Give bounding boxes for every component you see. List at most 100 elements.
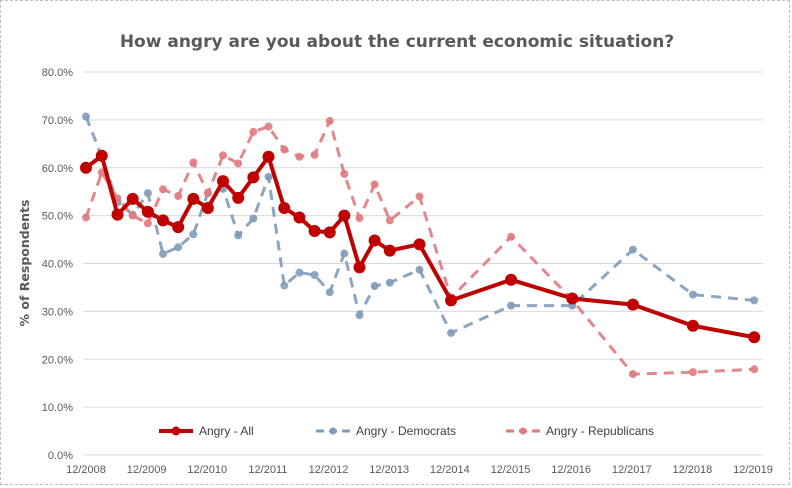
data-point <box>249 127 258 136</box>
data-point <box>278 201 291 214</box>
data-point <box>189 230 198 239</box>
data-point <box>128 211 137 220</box>
data-point <box>217 175 230 188</box>
data-point <box>368 234 381 247</box>
data-point <box>415 192 424 201</box>
data-point <box>219 151 228 160</box>
data-point <box>264 172 273 181</box>
data-point <box>82 112 90 121</box>
series-line <box>84 119 755 376</box>
data-point <box>295 268 304 277</box>
data-point <box>325 116 334 125</box>
y-tick-label: 60.0% <box>42 163 73 175</box>
data-point <box>280 281 289 290</box>
data-point <box>232 191 245 204</box>
data-point <box>82 213 90 222</box>
data-point <box>325 288 334 297</box>
series-angry-all <box>80 149 761 344</box>
data-point <box>385 278 394 287</box>
data-point <box>143 219 152 228</box>
x-tick-label: 12/2014 <box>430 464 470 476</box>
y-tick-label: 70.0% <box>42 115 73 127</box>
data-point <box>201 201 214 214</box>
data-point <box>415 265 424 274</box>
x-tick-label: 12/2008 <box>66 464 106 476</box>
data-point <box>95 149 108 162</box>
x-tick-label: 12/2016 <box>551 464 591 476</box>
data-point <box>157 214 170 227</box>
data-point <box>234 159 243 168</box>
data-point <box>293 211 306 224</box>
data-point <box>323 226 336 239</box>
x-tick-label: 12/2015 <box>491 464 531 476</box>
data-point <box>80 161 92 174</box>
data-point <box>234 231 243 240</box>
x-tick-label: 12/2011 <box>248 464 287 476</box>
y-axis-label: % of Respondents <box>17 200 32 327</box>
data-point <box>203 189 212 198</box>
legend-label: Angry - Democrats <box>356 424 456 438</box>
data-point <box>264 122 273 131</box>
y-tick-label: 50.0% <box>42 211 73 223</box>
data-point <box>385 216 394 225</box>
data-point <box>126 192 139 205</box>
y-tick-label: 10.0% <box>42 402 73 414</box>
data-point <box>295 152 304 161</box>
series-group <box>80 112 761 379</box>
data-point <box>310 270 319 279</box>
data-point <box>445 294 458 307</box>
data-point <box>143 189 152 198</box>
data-point <box>141 205 154 218</box>
data-point <box>247 171 260 184</box>
x-tick-label: 12/2018 <box>672 464 712 476</box>
data-point <box>159 185 168 194</box>
data-point <box>174 191 183 200</box>
data-point <box>159 249 168 258</box>
y-axis-ticks: 0.0% 10.0% 20.0% 30.0% 40.0% 50.0% 60.0% 70.0% 8… <box>42 67 73 462</box>
gridlines <box>83 71 763 456</box>
chart-title: How angry are you about the current econ… <box>120 32 674 52</box>
data-point <box>355 214 364 223</box>
legend-marker <box>519 427 527 435</box>
data-point <box>413 238 426 251</box>
x-axis-ticks: 12/2008 12/2009 12/2010 12/2011 12/2012 12/20… <box>66 464 773 476</box>
data-point <box>340 169 349 178</box>
data-point <box>111 208 124 221</box>
x-tick-label: 12/2013 <box>369 464 409 476</box>
data-point <box>686 319 699 332</box>
x-tick-label: 12/2019 <box>733 464 773 476</box>
data-point <box>383 244 396 257</box>
data-point <box>370 180 379 189</box>
data-point <box>628 370 637 379</box>
data-point <box>355 311 364 320</box>
data-point <box>628 245 637 254</box>
x-tick-label: 12/2012 <box>309 464 349 476</box>
legend-item: Angry - Democrats <box>316 424 456 438</box>
data-point <box>750 296 759 305</box>
data-point <box>249 214 258 223</box>
data-point <box>340 249 349 258</box>
legend-item: Angry - Republicans <box>506 424 654 438</box>
series-line <box>84 115 755 335</box>
legend-marker <box>171 426 181 436</box>
legend: Angry - All Angry - Democrats Angry - Repu… <box>159 424 654 438</box>
data-point <box>505 273 518 286</box>
data-point <box>507 301 516 310</box>
data-point <box>189 158 198 167</box>
data-point <box>308 224 321 237</box>
series-line <box>84 153 755 340</box>
y-tick-label: 0.0% <box>48 450 73 462</box>
data-point <box>310 150 319 159</box>
data-point <box>688 290 697 299</box>
data-point <box>626 298 639 311</box>
legend-label: Angry - Republicans <box>546 424 654 438</box>
data-point <box>748 331 761 344</box>
data-point <box>262 150 275 163</box>
data-point <box>447 328 456 337</box>
data-point <box>338 209 351 222</box>
y-tick-label: 30.0% <box>42 306 73 318</box>
data-point <box>688 368 697 377</box>
data-point <box>353 261 366 274</box>
